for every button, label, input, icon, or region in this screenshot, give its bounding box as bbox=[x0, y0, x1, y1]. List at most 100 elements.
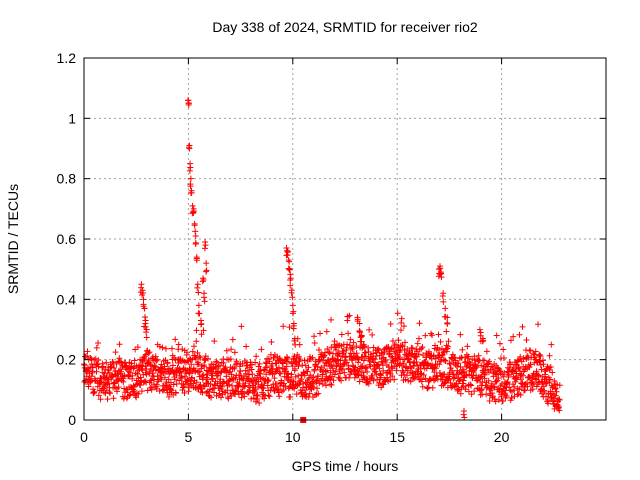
data-point bbox=[449, 367, 456, 374]
data-point bbox=[299, 362, 306, 369]
data-point bbox=[173, 372, 180, 379]
data-point bbox=[265, 377, 272, 384]
data-point bbox=[407, 363, 414, 370]
data-point bbox=[439, 345, 446, 352]
data-point bbox=[164, 360, 171, 367]
data-point-peak bbox=[440, 298, 447, 305]
data-point-peak bbox=[358, 333, 365, 340]
data-point bbox=[485, 377, 492, 384]
data-point bbox=[318, 378, 325, 385]
data-point bbox=[302, 391, 309, 398]
data-point bbox=[338, 377, 345, 384]
data-point bbox=[552, 385, 559, 392]
data-point-peak bbox=[187, 183, 194, 190]
data-point bbox=[529, 386, 536, 393]
data-point bbox=[422, 332, 429, 339]
data-point bbox=[87, 354, 94, 361]
data-point bbox=[244, 368, 251, 375]
data-point bbox=[248, 361, 255, 368]
data-point bbox=[237, 368, 244, 375]
data-point bbox=[496, 340, 503, 347]
data-point bbox=[190, 343, 197, 350]
data-point bbox=[94, 383, 101, 390]
data-point bbox=[266, 393, 273, 400]
data-point bbox=[201, 383, 208, 390]
data-point bbox=[256, 370, 263, 377]
data-point bbox=[346, 312, 353, 319]
data-point bbox=[389, 354, 396, 361]
data-point bbox=[400, 360, 407, 367]
data-point-peak bbox=[437, 265, 444, 272]
data-point bbox=[389, 373, 396, 380]
data-point-peak bbox=[203, 268, 210, 275]
data-point bbox=[162, 345, 169, 352]
data-point bbox=[317, 330, 324, 337]
data-point bbox=[253, 353, 260, 360]
data-point bbox=[319, 381, 326, 388]
data-point bbox=[523, 337, 530, 344]
data-point bbox=[516, 331, 523, 338]
data-point bbox=[220, 378, 227, 385]
data-point bbox=[103, 359, 110, 366]
data-point bbox=[441, 380, 448, 387]
data-point bbox=[532, 348, 539, 355]
data-point bbox=[189, 348, 196, 355]
data-point bbox=[337, 370, 344, 377]
data-point bbox=[483, 348, 490, 355]
data-point bbox=[533, 356, 540, 363]
data-point bbox=[415, 351, 422, 358]
data-point bbox=[92, 355, 99, 362]
data-point bbox=[321, 352, 328, 359]
data-point bbox=[527, 361, 534, 368]
data-point-peak bbox=[185, 97, 192, 104]
data-point bbox=[301, 387, 308, 394]
data-point bbox=[197, 381, 204, 388]
data-point bbox=[513, 361, 520, 368]
data-point bbox=[439, 376, 446, 383]
data-point bbox=[93, 344, 100, 351]
data-point bbox=[196, 373, 203, 380]
data-point bbox=[403, 372, 410, 379]
data-point bbox=[504, 379, 511, 386]
data-point bbox=[280, 323, 287, 330]
data-point bbox=[319, 371, 326, 378]
data-point bbox=[275, 389, 282, 396]
data-point bbox=[212, 363, 219, 370]
data-point bbox=[515, 365, 522, 372]
data-point bbox=[143, 371, 150, 378]
data-point bbox=[419, 376, 426, 383]
data-point bbox=[220, 359, 227, 366]
data-point bbox=[380, 367, 387, 374]
data-point bbox=[271, 388, 278, 395]
data-point bbox=[524, 383, 531, 390]
data-point bbox=[556, 396, 563, 403]
data-point bbox=[478, 373, 485, 380]
data-point bbox=[188, 361, 195, 368]
data-point bbox=[386, 350, 393, 357]
data-point bbox=[545, 400, 552, 407]
data-point bbox=[492, 398, 499, 405]
data-point bbox=[273, 368, 280, 375]
data-point bbox=[194, 349, 201, 356]
data-point bbox=[200, 371, 207, 378]
data-point bbox=[476, 326, 483, 333]
data-point bbox=[183, 349, 190, 356]
data-point-peak bbox=[195, 289, 202, 296]
data-point bbox=[448, 384, 455, 391]
data-point bbox=[459, 380, 466, 387]
data-point bbox=[209, 376, 216, 383]
data-point bbox=[429, 332, 436, 339]
data-point bbox=[116, 355, 123, 362]
data-point bbox=[398, 315, 405, 322]
data-point bbox=[305, 384, 312, 391]
data-point bbox=[453, 383, 460, 390]
x-tick-label: 15 bbox=[389, 429, 405, 445]
data-point bbox=[193, 327, 200, 334]
data-point bbox=[137, 374, 144, 381]
data-point-peak bbox=[203, 260, 210, 267]
data-point bbox=[399, 343, 406, 350]
data-point bbox=[510, 333, 517, 340]
data-point bbox=[437, 358, 444, 365]
y-tick-label: 1.2 bbox=[57, 50, 77, 66]
data-point bbox=[197, 354, 204, 361]
